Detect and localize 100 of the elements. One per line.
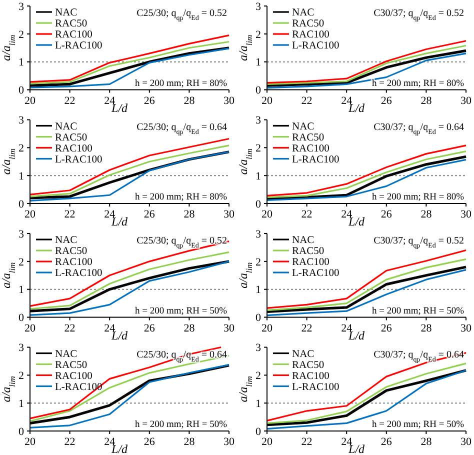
legend-label: NAC bbox=[55, 121, 78, 132]
y-tick-label: 3 bbox=[18, 0, 24, 13]
annotation: h = 200 mm; RH = 50% bbox=[135, 420, 228, 430]
x-tick-label: 28 bbox=[420, 436, 432, 448]
y-tick-label: 2 bbox=[18, 370, 24, 382]
x-tick-label: 30 bbox=[224, 322, 235, 334]
legend-label: RAC100 bbox=[55, 30, 92, 41]
x-tick-label: 30 bbox=[224, 208, 235, 220]
legend-label: NAC bbox=[55, 235, 78, 246]
legend-label: L-RAC100 bbox=[55, 268, 102, 280]
legend-label: RAC100 bbox=[292, 370, 330, 382]
legend-label: L-RAC100 bbox=[55, 40, 102, 52]
x-tick-label: 22 bbox=[301, 436, 312, 448]
x-tick-label: 30 bbox=[224, 436, 235, 448]
annotation: C30/37; q$_{qp}$/q$_{Ed}$ = 0.64 bbox=[374, 122, 464, 136]
y-tick-label: 2 bbox=[18, 256, 24, 268]
x-tick-label: 28 bbox=[420, 94, 432, 107]
legend-label: NAC bbox=[292, 235, 314, 246]
x-tick-label: 28 bbox=[420, 322, 432, 334]
legend-label: L-RAC100 bbox=[292, 268, 340, 280]
y-tick-label: 0 bbox=[18, 84, 24, 97]
annotation: h = 200 mm; RH = 80% bbox=[372, 192, 464, 202]
x-tick-label: 26 bbox=[144, 94, 156, 107]
legend-label: RAC50 bbox=[55, 360, 88, 371]
x-tick-label: 22 bbox=[64, 208, 76, 220]
legend-label: RAC50 bbox=[292, 360, 324, 371]
y-tick-label: 1 bbox=[256, 170, 261, 182]
x-tick-label: 20 bbox=[24, 322, 36, 334]
x-tick-label: 30 bbox=[460, 436, 472, 448]
legend-label: NAC bbox=[292, 348, 314, 360]
y-tick-label: 1 bbox=[18, 170, 24, 182]
x-tick-label: 30 bbox=[460, 322, 472, 334]
legend-label: RAC50 bbox=[292, 18, 324, 30]
x-tick-label: 26 bbox=[380, 436, 392, 448]
y-tick-label: 1 bbox=[18, 56, 24, 69]
x-tick-label: 20 bbox=[24, 436, 36, 448]
y-tick-label: 1 bbox=[18, 398, 24, 410]
y-tick-label: 3 bbox=[18, 114, 24, 127]
x-tick-label: 26 bbox=[380, 208, 392, 220]
y-tick-label: 1 bbox=[256, 56, 261, 69]
x-tick-label: 26 bbox=[144, 436, 156, 448]
y-tick-label: 1 bbox=[256, 398, 261, 410]
x-tick-label: 22 bbox=[64, 94, 76, 107]
legend-label: RAC100 bbox=[292, 257, 330, 268]
x-tick-label: 28 bbox=[184, 208, 196, 220]
y-tick-label: 0 bbox=[18, 426, 24, 438]
annotation: h = 200 mm; RH = 50% bbox=[372, 420, 464, 430]
x-tick-label: 28 bbox=[184, 436, 196, 448]
legend-label: NAC bbox=[292, 121, 314, 132]
y-tick-label: 0 bbox=[256, 84, 262, 97]
y-tick-label: 0 bbox=[18, 198, 24, 210]
legend-label: NAC bbox=[55, 348, 78, 360]
legend-label: RAC100 bbox=[55, 257, 92, 268]
legend-label: RAC100 bbox=[55, 143, 92, 154]
annotation: C25/30; q$_{qp}$/q$_{Ed}$ = 0.64 bbox=[136, 122, 227, 136]
legend-label: RAC50 bbox=[55, 132, 88, 144]
y-tick-label: 3 bbox=[18, 342, 24, 354]
annotation: C25/30; q$_{qp}$/q$_{Ed}$ = 0.52 bbox=[136, 8, 227, 22]
x-tick-label: 20 bbox=[262, 94, 273, 107]
x-tick-label: 30 bbox=[224, 94, 235, 107]
x-tick-label: 22 bbox=[64, 322, 76, 334]
y-tick-label: 0 bbox=[256, 198, 262, 210]
legend-label: L-RAC100 bbox=[292, 154, 340, 166]
legend-label: L-RAC100 bbox=[292, 382, 340, 393]
y-tick-label: 2 bbox=[18, 142, 24, 155]
y-tick-label: 0 bbox=[18, 312, 24, 324]
annotation: h = 200 mm; RH = 50% bbox=[135, 306, 228, 316]
y-tick-label: 2 bbox=[256, 28, 261, 41]
x-tick-label: 30 bbox=[460, 208, 472, 220]
legend-label: L-RAC100 bbox=[55, 154, 102, 166]
annotation: h = 200 mm; RH = 80% bbox=[135, 192, 228, 202]
y-tick-label: 2 bbox=[256, 370, 261, 382]
x-tick-label: 20 bbox=[24, 94, 36, 107]
x-tick-label: 22 bbox=[301, 208, 312, 220]
y-tick-label: 3 bbox=[256, 0, 262, 13]
legend-label: RAC100 bbox=[292, 30, 330, 41]
legend-label: RAC50 bbox=[292, 132, 324, 144]
x-tick-label: 20 bbox=[24, 208, 36, 220]
x-tick-label: 26 bbox=[380, 322, 392, 334]
x-tick-label: 22 bbox=[301, 322, 312, 334]
x-tick-label: 20 bbox=[262, 322, 273, 334]
legend-label: RAC50 bbox=[55, 246, 88, 258]
y-tick-label: 2 bbox=[18, 28, 24, 41]
y-tick-label: 0 bbox=[256, 426, 262, 438]
x-tick-label: 20 bbox=[262, 208, 273, 220]
x-tick-label: 26 bbox=[380, 94, 392, 107]
y-tick-label: 3 bbox=[256, 228, 262, 240]
legend-label: L-RAC100 bbox=[292, 40, 340, 52]
legend-label: RAC50 bbox=[292, 246, 324, 258]
legend-label: NAC bbox=[292, 8, 314, 19]
x-tick-label: 22 bbox=[301, 94, 312, 107]
x-tick-label: 26 bbox=[144, 208, 156, 220]
x-tick-label: 28 bbox=[184, 94, 196, 107]
legend-label: RAC100 bbox=[55, 370, 92, 382]
y-tick-label: 3 bbox=[256, 114, 262, 127]
x-tick-label: 26 bbox=[144, 322, 156, 334]
legend-label: NAC bbox=[55, 8, 78, 19]
legend-label: RAC100 bbox=[292, 143, 330, 154]
annotation: h = 200 mm; RH = 50% bbox=[372, 306, 464, 316]
y-tick-label: 3 bbox=[256, 342, 262, 354]
